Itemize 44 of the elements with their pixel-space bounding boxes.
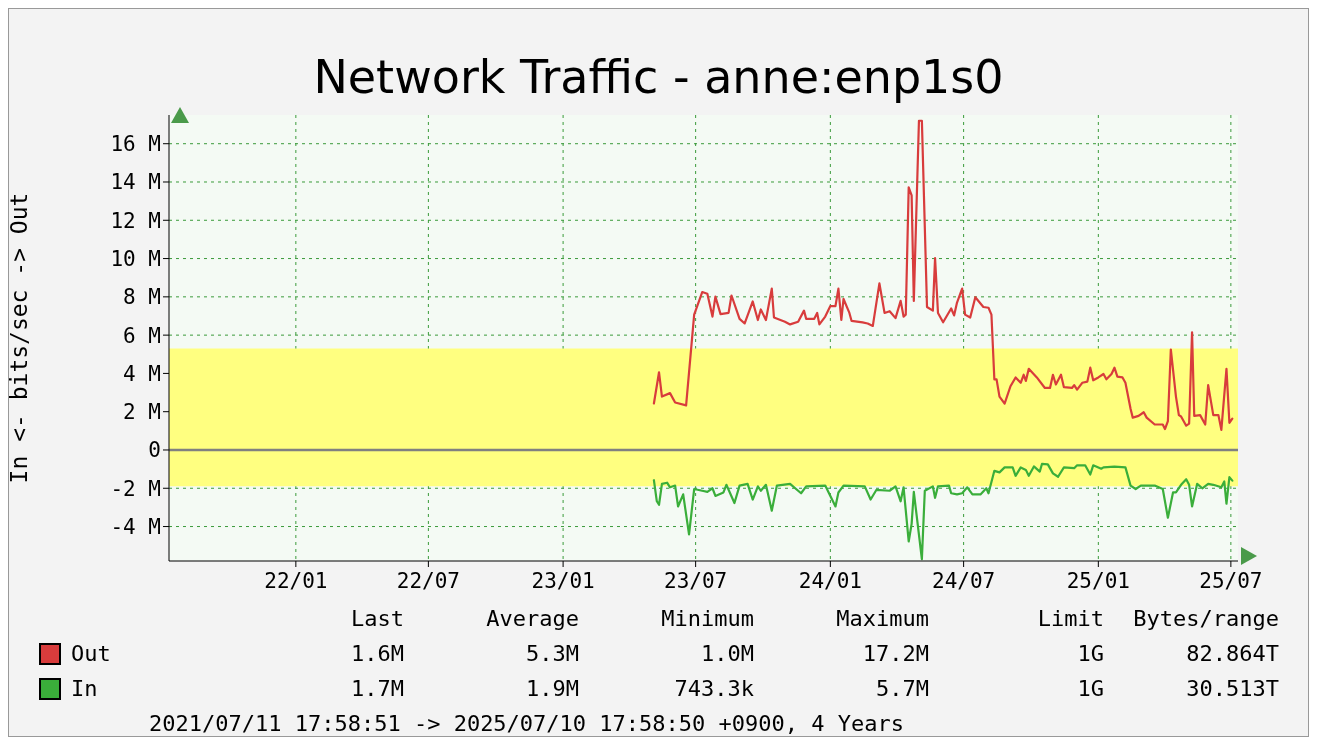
text: 30.513T <box>1185 675 1280 703</box>
text: 17.2M <box>861 640 930 668</box>
y-tick-label: 14 M <box>110 170 161 195</box>
y-tick-label: -4 M <box>110 515 161 539</box>
x-tick-label: 23/07 <box>664 568 728 593</box>
text: Last <box>350 605 405 633</box>
text: Maximum <box>835 605 930 633</box>
text: 82.864T <box>1185 640 1280 668</box>
y-tick-label: 8 M <box>123 285 161 310</box>
legend-label: Out <box>71 640 111 668</box>
y-tick-label: 0 <box>148 438 161 463</box>
x-tick-label: 25/07 <box>1199 568 1263 593</box>
y-tick-label: -2 M <box>110 476 161 501</box>
text: 5.7M <box>875 675 930 703</box>
text: Limit <box>1036 605 1105 633</box>
x-tick-label: 22/07 <box>396 568 460 593</box>
x-tick-label: 22/01 <box>264 568 328 593</box>
text: Bytes/range <box>1132 605 1280 633</box>
chart-title: Network Traffic - anne:enp1s0 <box>312 49 1005 105</box>
y-tick-label: 10 M <box>110 247 161 272</box>
text: Average <box>485 605 580 633</box>
legend-label: In <box>71 675 98 703</box>
text: 1G <box>1076 675 1105 703</box>
text: 1.9M <box>525 675 580 703</box>
y-tick-label: 4 M <box>123 361 161 386</box>
text: 1.6M <box>350 640 405 668</box>
text: Minimum <box>660 605 755 633</box>
x-tick-label: 25/01 <box>1066 568 1130 593</box>
x-tick-label: 24/07 <box>932 568 996 593</box>
y-tick-label: 6 M <box>123 323 161 348</box>
y-tick-label: 12 M <box>110 208 161 233</box>
line-series <box>652 119 1234 431</box>
text: 743.3k <box>673 675 755 703</box>
y-axis-title: In <- bits/sec -> Out <box>6 192 33 484</box>
text: 5.3M <box>525 640 580 668</box>
line-series <box>652 462 1234 561</box>
text: 1.0M <box>700 640 755 668</box>
text: 2021/07/11 17:58:51 -> 2025/07/10 17:58:50 +0900, 4 Years <box>148 710 905 738</box>
x-tick-label: 23/01 <box>531 568 595 593</box>
y-tick-label: 2 M <box>123 400 161 425</box>
x-tick-label: 24/01 <box>798 568 862 593</box>
text: 1G <box>1076 640 1105 668</box>
y-tick-label: 16 M <box>110 132 161 157</box>
text: 1.7M <box>350 675 405 703</box>
